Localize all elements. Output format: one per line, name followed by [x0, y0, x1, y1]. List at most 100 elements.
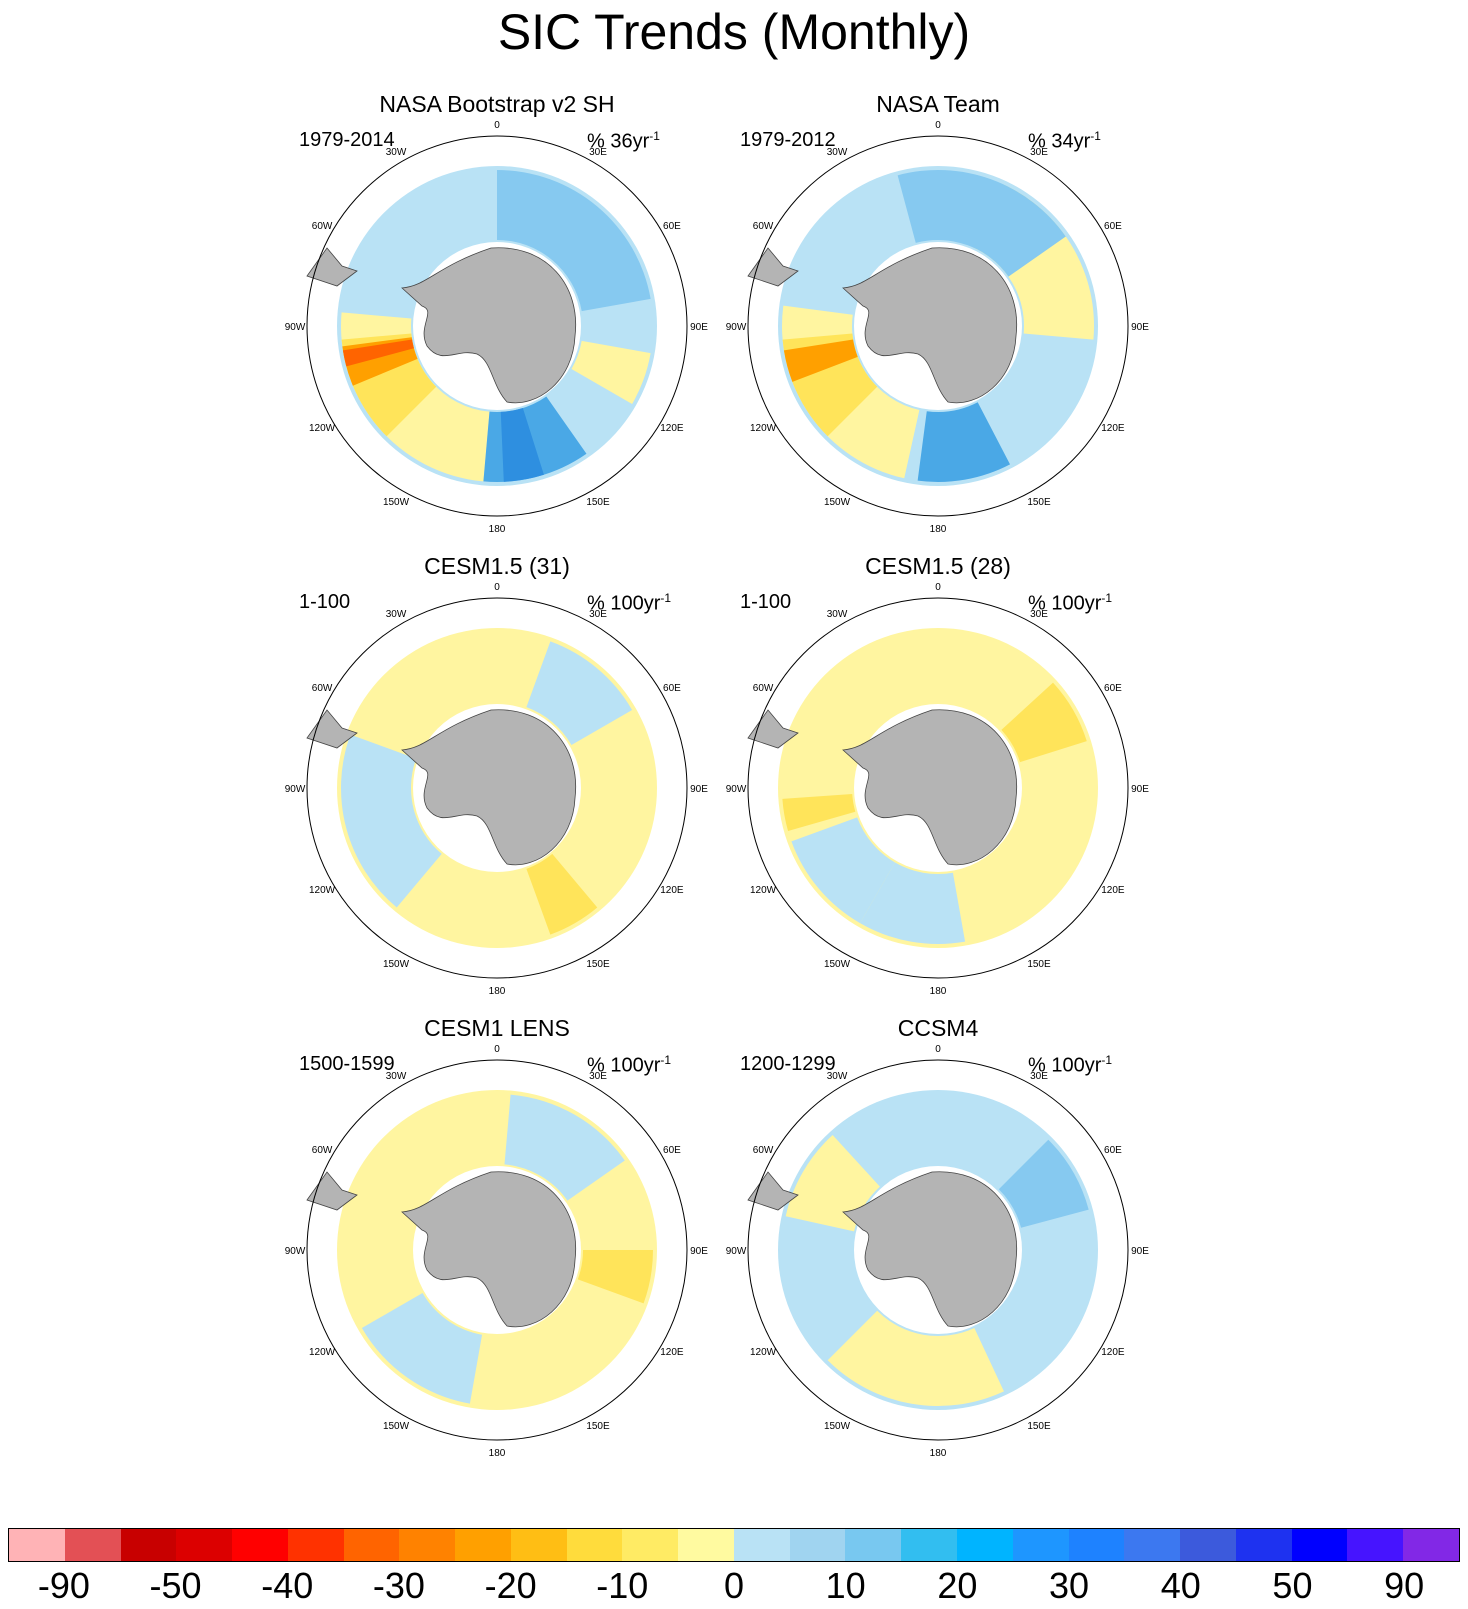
longitude-label: 120E: [1101, 885, 1125, 896]
trend-patch: [571, 340, 651, 404]
colorbar-box: [1291, 1529, 1348, 1561]
map-panel: CCSM4 1200-1299 % 100yr-1 0 30E 60E 90E 120E 150…: [726, 1014, 1150, 1459]
colorbar-box: [455, 1529, 511, 1561]
colorbar-box: [232, 1529, 288, 1561]
colorbar-box: [64, 1529, 121, 1561]
colorbar-tick-label: 20: [937, 1565, 978, 1606]
longitude-label: 150W: [383, 1421, 410, 1432]
south-america-landmass: [306, 1171, 358, 1211]
colorbar-tick-label: -30: [372, 1565, 425, 1606]
panel-units: % 100yr-1: [587, 586, 671, 616]
colorbar-box: [622, 1529, 679, 1561]
south-america-landmass: [306, 709, 358, 749]
map-boundary: [747, 597, 1129, 979]
units-text: % 100yr: [1028, 592, 1102, 615]
longitude-label: 0: [935, 582, 941, 593]
longitude-label: 60E: [1104, 683, 1122, 694]
longitude-label: 90E: [1131, 784, 1149, 795]
longitude-label: 60W: [753, 1145, 774, 1156]
panel-units: % 34yr-1: [1028, 124, 1101, 154]
units-text: % 34yr: [1028, 130, 1091, 153]
map-boundary: [306, 597, 688, 979]
trend-patch: [917, 402, 1011, 483]
colorbar-box: [1068, 1529, 1125, 1561]
longitude-label: 120E: [660, 885, 684, 896]
trend-patch: [526, 641, 633, 745]
trend-patch: [791, 817, 895, 924]
panel-period: 1979-2012: [740, 129, 836, 151]
longitude-label: 60W: [753, 683, 774, 694]
longitude-label: 0: [494, 1044, 500, 1055]
panel-period: 1-100: [299, 591, 351, 613]
longitude-label: 120W: [750, 885, 777, 896]
longitude-label: 180: [930, 986, 947, 997]
longitude-label: 0: [935, 1044, 941, 1055]
colorbar-box: [1180, 1529, 1236, 1561]
antarctica-landmass: [401, 247, 577, 404]
longitude-label: 30E: [589, 1071, 607, 1082]
units-exponent: -1: [1101, 1053, 1113, 1067]
longitude-label: 90W: [726, 322, 747, 333]
longitude-label: 120W: [750, 423, 777, 434]
trend-patch: [827, 1310, 1004, 1406]
panel-units: % 100yr-1: [1028, 1048, 1112, 1078]
colorbar-box: [1235, 1529, 1292, 1561]
colorbar-box: [9, 1529, 65, 1561]
panel-period: 1979-2014: [299, 129, 395, 151]
longitude-label: 150W: [824, 497, 851, 508]
colorbar-box: [1403, 1529, 1459, 1561]
south-america-landmass: [747, 1171, 799, 1211]
map-panel: NASA Bootstrap v2 SH 1979-2014 % 36yr-1 0 30…: [285, 90, 709, 535]
longitude-label: 120E: [1101, 423, 1125, 434]
longitude-label: 120W: [309, 1347, 336, 1358]
panel-units: % 36yr-1: [587, 124, 660, 154]
polar-map: 0 30E 60E 90E 120E 150E 180 150W 120W 90W 60W 30W: [726, 582, 1150, 997]
panel-title: CCSM4: [897, 1015, 979, 1041]
trend-patch: [782, 793, 856, 831]
trend-patch: [341, 734, 442, 908]
longitude-label: 0: [494, 582, 500, 593]
colorbar-tick-label: 90: [1384, 1565, 1425, 1606]
map-boundary: [747, 1059, 1129, 1441]
polar-map: 0 30E 60E 90E 120E 150E 180 150W 120W 90W 60W 30W: [285, 582, 709, 997]
longitude-label: 120W: [309, 885, 336, 896]
colorbar-box: [957, 1529, 1013, 1561]
longitude-label: 90E: [1131, 322, 1149, 333]
units-exponent: -1: [1101, 591, 1113, 605]
trend-patch: [361, 1293, 483, 1404]
longitude-label: 30W: [827, 147, 848, 158]
longitude-label: 150W: [824, 1421, 851, 1432]
trend-patch: [897, 170, 1066, 277]
longitude-label: 150E: [586, 1421, 610, 1432]
longitude-label: 0: [494, 120, 500, 131]
colorbar-box: [845, 1529, 902, 1561]
longitude-label: 180: [489, 524, 506, 535]
longitude-label: 30E: [589, 147, 607, 158]
colorbar-box: [120, 1529, 177, 1561]
longitude-label: 30E: [1030, 147, 1048, 158]
colorbar-box: [566, 1529, 623, 1561]
longitude-label: 150W: [383, 497, 410, 508]
units-text: % 100yr: [587, 592, 661, 615]
longitude-label: 90W: [285, 1246, 306, 1257]
panel-period: 1500-1599: [299, 1053, 395, 1075]
longitude-label: 150W: [383, 959, 410, 970]
colorbar-tick-label: -50: [149, 1565, 202, 1606]
panel-title: NASA Bootstrap v2 SH: [379, 91, 615, 117]
longitude-label: 30E: [1030, 1071, 1048, 1082]
units-text: % 100yr: [587, 1054, 661, 1077]
longitude-label: 90E: [1131, 1246, 1149, 1257]
trend-patch: [1001, 682, 1087, 763]
colorbar-tick-label: 40: [1160, 1565, 1201, 1606]
longitude-label: 60E: [1104, 1145, 1122, 1156]
trend-patch: [497, 170, 651, 312]
colorbar-box: [176, 1529, 233, 1561]
map-panel: CESM1.5 (28) 1-100 % 100yr-1 0 30E 60E 90E 120E…: [726, 552, 1150, 997]
units-exponent: -1: [660, 591, 672, 605]
longitude-label: 0: [935, 120, 941, 131]
polar-map: 0 30E 60E 90E 120E 150E 180 150W 120W 90W 60W 30W: [285, 1044, 709, 1459]
longitude-label: 180: [930, 524, 947, 535]
map-boundary: [747, 135, 1129, 517]
map-panel: NASA Team 1979-2012 % 34yr-1 0 30E 60E 90E 120E…: [726, 90, 1150, 535]
longitude-label: 150E: [586, 959, 610, 970]
